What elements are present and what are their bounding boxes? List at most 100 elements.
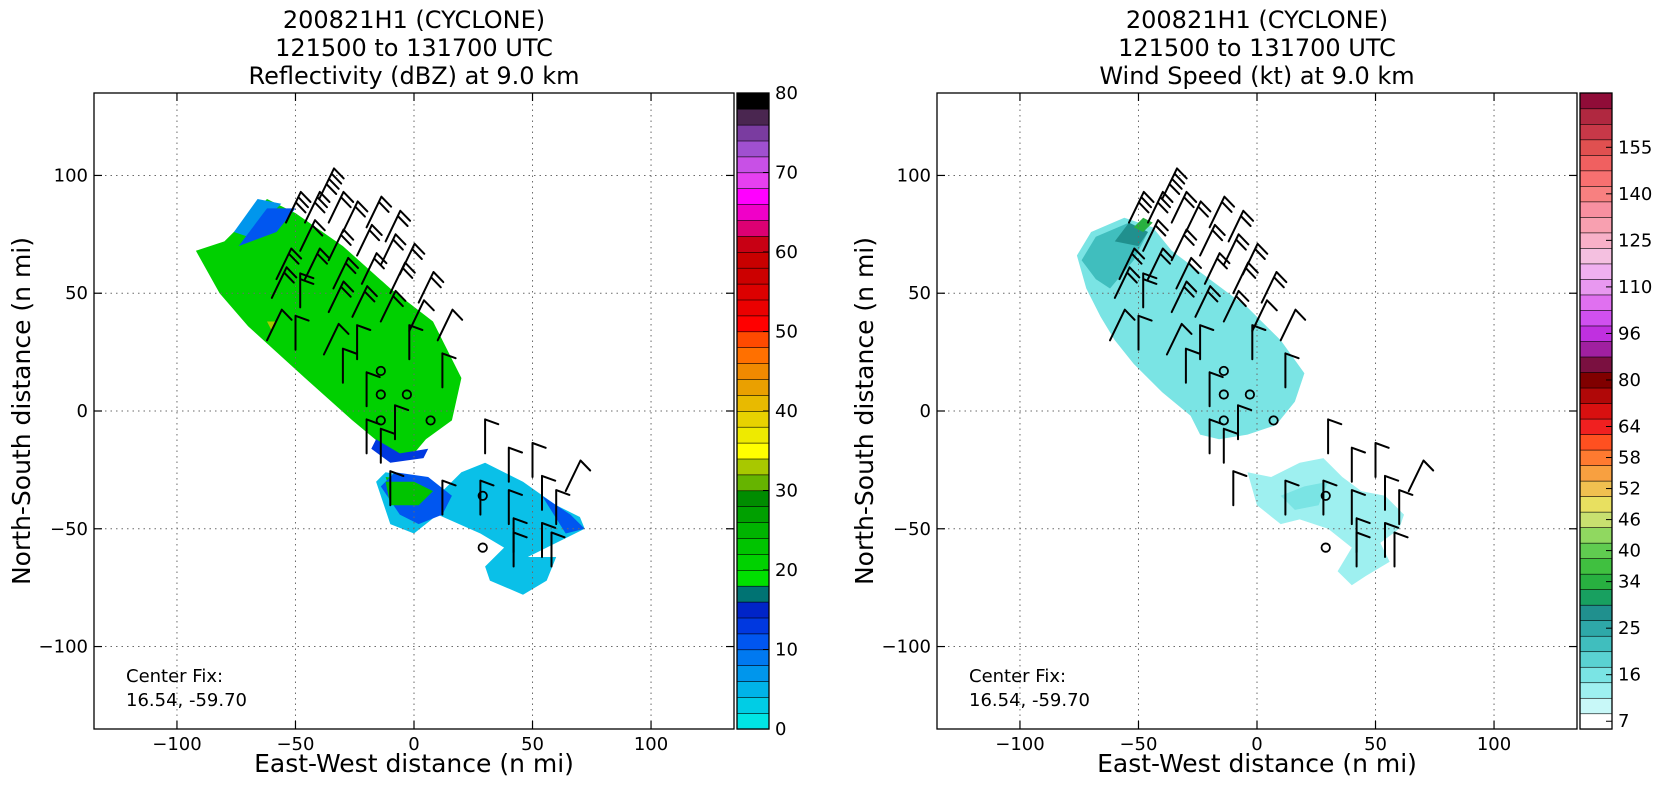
wind-barb	[356, 324, 372, 361]
wind-barb	[441, 479, 457, 516]
colorbar-label: 80	[1618, 370, 1641, 391]
wind-barb	[327, 280, 355, 314]
wind-barb	[360, 252, 388, 285]
colorbar-label: 16	[1618, 665, 1641, 686]
colorbar-segment	[736, 362, 770, 380]
y-tick-label: 50	[908, 283, 931, 304]
wind-barb	[1327, 418, 1343, 455]
colorbar-segment	[1579, 682, 1613, 699]
wind-barb	[1208, 371, 1224, 408]
wind-barb	[1170, 280, 1198, 314]
wind-barb	[1118, 247, 1146, 281]
colorbar-segment	[1579, 340, 1613, 358]
wind-barb	[1222, 427, 1238, 464]
colorbar-segment	[1579, 309, 1613, 327]
reflectivity-colorbar: 0 10 20 30 40 50 60 70 80	[736, 83, 798, 740]
colorbar-label: 52	[1618, 479, 1641, 500]
chart-title-line-2: 121500 to 131700 UTC	[275, 34, 553, 62]
center-fix-text-1: Center Fix:	[126, 666, 223, 687]
y-tick-label: 100	[897, 165, 931, 186]
colorbar-segment	[736, 458, 770, 476]
x-tick-label: −100	[995, 734, 1044, 755]
colorbar-segment	[1579, 651, 1613, 668]
colorbar-label: 155	[1618, 137, 1652, 158]
calm-wind-marker	[1320, 490, 1331, 501]
chart-title-line-3: Wind Speed (kt) at 9.0 km	[1099, 62, 1414, 90]
calm-wind-marker	[375, 365, 386, 377]
colorbar-segment	[736, 235, 770, 253]
colorbar-segment	[736, 696, 770, 714]
wind-barb	[1142, 272, 1158, 309]
colorbar-segment	[736, 299, 770, 317]
x-axis-label: East-West distance (n mi)	[254, 749, 574, 778]
chart-title-line-1: 200821H1 (CYCLONE)	[283, 6, 545, 34]
colorbar-segment	[1579, 263, 1613, 280]
colorbar-segment	[736, 347, 770, 364]
colorbar-segment	[1579, 247, 1613, 265]
colorbar-segment	[1579, 387, 1613, 404]
colorbar-segment	[736, 569, 770, 587]
wind-barb	[299, 219, 326, 252]
wind-barb	[1161, 167, 1188, 200]
wind-barb	[341, 200, 369, 233]
panel-windspeed: 200821H1 (CYCLONE)121500 to 131700 UTCWi…	[850, 6, 1652, 778]
colorbar-label: 7	[1618, 711, 1629, 732]
colorbar-segment	[736, 426, 770, 444]
wind-barb	[1199, 223, 1226, 257]
colorbar-label: 10	[775, 640, 798, 661]
wind-barb	[275, 247, 303, 281]
colorbar-label: 140	[1618, 184, 1652, 205]
wind-barb	[327, 228, 355, 262]
wind-barb	[1208, 195, 1236, 229]
wind-barb	[1279, 308, 1307, 342]
colorbar-segment	[736, 172, 770, 190]
colorbar-segment	[736, 92, 770, 110]
colorbar-segment	[1579, 216, 1613, 234]
colorbar-segment	[736, 680, 770, 698]
wind-barb	[479, 479, 495, 516]
x-tick-label: −100	[152, 734, 201, 755]
wind-barb	[270, 266, 298, 299]
wind-barb	[441, 352, 457, 389]
x-tick-label: −50	[1119, 734, 1157, 755]
colorbar-label: 40	[775, 401, 798, 422]
wind-barb	[356, 223, 383, 257]
colorbar-segment	[1579, 558, 1613, 575]
calm-wind-marker	[1268, 415, 1279, 426]
x-tick-label: 0	[408, 734, 419, 755]
colorbar-segment	[736, 283, 770, 301]
wind-barb	[1113, 266, 1141, 299]
wind-barb	[1203, 252, 1231, 285]
colorbar-label: 80	[775, 83, 798, 104]
wind-barb	[332, 256, 359, 290]
colorbar-segment	[736, 474, 770, 492]
wind-barb	[512, 531, 528, 568]
colorbar-segment	[736, 553, 770, 571]
colorbar-segment	[736, 601, 770, 619]
wind-barb	[1384, 522, 1400, 558]
wind-barb	[384, 209, 412, 243]
wind-barb	[1260, 271, 1288, 304]
y-axis-label: North-South distance (n mi)	[7, 237, 36, 585]
reflectivity-field-patch-0	[195, 199, 462, 459]
colorbar-label: 110	[1618, 277, 1652, 298]
wind-barb	[327, 190, 355, 224]
wind-barb	[341, 347, 357, 384]
colorbar-segment	[736, 188, 770, 205]
wind-barb	[1350, 446, 1366, 483]
wind-barb	[285, 190, 312, 224]
calm-wind-marker	[1218, 389, 1229, 400]
y-tick-label: 0	[920, 401, 931, 422]
wind-barb	[1109, 308, 1136, 342]
calm-wind-marker	[477, 542, 488, 553]
colorbar-label: 50	[775, 322, 798, 343]
colorbar-segment	[1579, 108, 1613, 125]
colorbar-segment	[736, 331, 770, 349]
wind-barb	[531, 442, 547, 478]
colorbar-segment	[736, 394, 770, 412]
wind-barb	[1128, 190, 1155, 224]
wind-barb	[1175, 256, 1202, 290]
y-tick-label: −100	[882, 637, 931, 658]
chart-title-line-3: Reflectivity (dBZ) at 9.0 km	[249, 62, 580, 90]
windspeed-field-patch-0	[1076, 217, 1305, 440]
